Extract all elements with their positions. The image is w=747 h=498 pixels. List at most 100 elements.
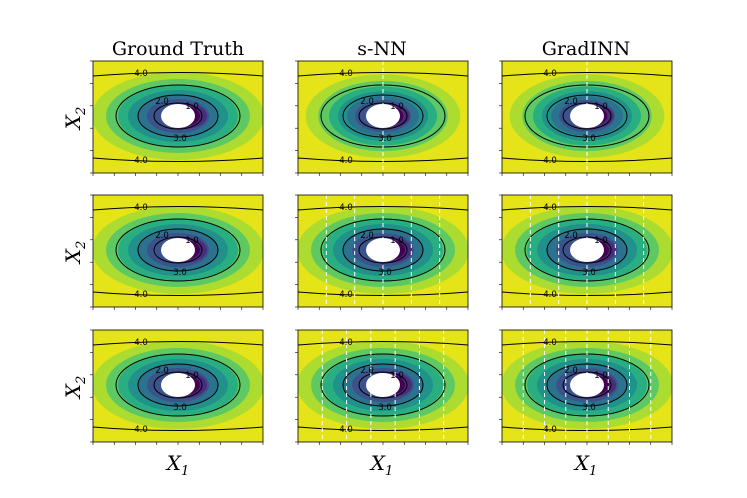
- contour-label: 2.0: [360, 97, 374, 107]
- contour-label: 3.0: [378, 268, 392, 278]
- contour-label: 2.0: [155, 366, 169, 376]
- xlabel-col-2: X1: [369, 451, 394, 479]
- contour-label: 1.0: [390, 236, 404, 246]
- panel-r3-c2: 4.0 4.0 2.0 1.0 3.0: [295, 329, 469, 445]
- contour-label: 2.0: [564, 231, 578, 241]
- contour-line-4-bottom: [93, 426, 263, 431]
- contour-line: [153, 236, 203, 264]
- xlabel-col-3: X1: [573, 451, 598, 479]
- contour-label: 2.0: [360, 231, 374, 241]
- contour-label: 1.0: [390, 102, 404, 112]
- panel-r2-c2: 4.0 4.0 2.0 1.0 3.0: [295, 194, 469, 310]
- contour-label: 4.0: [543, 203, 557, 213]
- contour-label: 2.0: [360, 366, 374, 376]
- contour-label: 3.0: [582, 134, 596, 144]
- contour-line-4-top: [298, 206, 468, 211]
- obstacle-hole: [570, 373, 604, 397]
- contour-label: 4.0: [339, 203, 353, 213]
- contour-label: 3.0: [582, 268, 596, 278]
- contour-line-4-top: [502, 72, 672, 77]
- contour-line: [320, 353, 446, 417]
- contour-label: 4.0: [134, 69, 148, 79]
- contour-label: 4.0: [134, 156, 148, 166]
- contour-line: [546, 363, 628, 407]
- contour-line: [137, 363, 219, 407]
- contour-label: 3.0: [173, 403, 187, 413]
- contour-label: 4.0: [134, 425, 148, 435]
- contour-label: 4.0: [339, 69, 353, 79]
- contour-label: 1.0: [594, 236, 608, 246]
- obstacle-hole: [366, 104, 400, 128]
- panel-r1-c1: 4.0 4.0 2.0 1.0 3.0: [90, 60, 264, 176]
- column-title-s-nn: s-NN: [357, 38, 406, 60]
- contour-line: [546, 94, 628, 138]
- contour-label: 1.0: [594, 371, 608, 381]
- contour-label: 4.0: [339, 290, 353, 300]
- contour-line-4-bottom: [298, 426, 468, 431]
- contour-line-4-top: [298, 341, 468, 346]
- contour-label: 4.0: [134, 203, 148, 213]
- contour-label: 1.0: [185, 371, 199, 381]
- contour-label: 1.0: [594, 102, 608, 112]
- contour-label: 3.0: [378, 403, 392, 413]
- contour-label: 2.0: [155, 231, 169, 241]
- contour-label: 4.0: [134, 290, 148, 300]
- contour-line-4-bottom: [93, 157, 263, 162]
- column-title-ground-truth: Ground Truth: [112, 38, 244, 60]
- obstacle-hole: [161, 104, 195, 128]
- contour-line: [342, 94, 424, 138]
- svg-text:X2: X2: [61, 376, 89, 401]
- contour-label: 4.0: [339, 338, 353, 348]
- contour-label: 1.0: [185, 236, 199, 246]
- panel-r2-c3: 4.0 4.0 2.0 1.0 3.0: [499, 194, 673, 310]
- contour-line: [137, 94, 219, 138]
- contour-label: 4.0: [543, 338, 557, 348]
- contour-line: [153, 371, 203, 399]
- obstacle-hole: [366, 238, 400, 262]
- contour-label: 3.0: [582, 403, 596, 413]
- contour-label: 4.0: [339, 156, 353, 166]
- ylabel-row-3: X2: [61, 376, 89, 401]
- contour-line-4-bottom: [93, 291, 263, 296]
- obstacle-hole: [161, 238, 195, 262]
- contour-line: [115, 84, 241, 148]
- obstacle-hole: [570, 238, 604, 262]
- contour-label: 3.0: [173, 268, 187, 278]
- ylabel-row-2: X2: [61, 241, 89, 266]
- panel-r1-c3: 4.0 4.0 2.0 1.0 3.0: [499, 60, 673, 176]
- obstacle-hole: [570, 104, 604, 128]
- contour-label: 3.0: [378, 134, 392, 144]
- contour-line-4-top: [93, 72, 263, 77]
- contour-line: [358, 371, 408, 399]
- obstacle-hole: [161, 373, 195, 397]
- contour-line-4-top: [502, 341, 672, 346]
- contour-line: [115, 218, 241, 282]
- contour-label: 4.0: [339, 425, 353, 435]
- contour-label: 2.0: [564, 97, 578, 107]
- column-title-gradinn: GradINN: [542, 38, 631, 60]
- contour-label: 1.0: [185, 102, 199, 112]
- contour-line: [137, 228, 219, 272]
- ylabel-row-1: X2: [61, 107, 89, 132]
- contour-line: [153, 102, 203, 130]
- contour-line-4-top: [93, 206, 263, 211]
- contour-label: 4.0: [134, 338, 148, 348]
- contour-label: 2.0: [155, 97, 169, 107]
- contour-line-4-top: [502, 206, 672, 211]
- xlabel-col-1: X1: [165, 451, 190, 479]
- panel-r2-c1: 4.0 4.0 2.0 1.0 3.0: [90, 194, 264, 310]
- obstacle-hole: [366, 373, 400, 397]
- panel-grid: 4.0 4.0 2.0 1.0 3.0 4.0 4.0 2.0 1.0 3.0 4.0 4.0 2.0 1…: [90, 60, 673, 445]
- contour-label: 2.0: [564, 366, 578, 376]
- contour-line-4-top: [93, 341, 263, 346]
- svg-text:X2: X2: [61, 241, 89, 266]
- contour-line: [342, 228, 424, 272]
- contour-line: [342, 363, 424, 407]
- panel-r3-c1: 4.0 4.0 2.0 1.0 3.0: [90, 329, 264, 445]
- panel-r3-c3: 4.0 4.0 2.0 1.0 3.0: [499, 329, 673, 445]
- contour-label: 4.0: [543, 156, 557, 166]
- contour-line-4-top: [298, 72, 468, 77]
- contour-line: [546, 228, 628, 272]
- panel-r1-c2: 4.0 4.0 2.0 1.0 3.0: [295, 60, 469, 176]
